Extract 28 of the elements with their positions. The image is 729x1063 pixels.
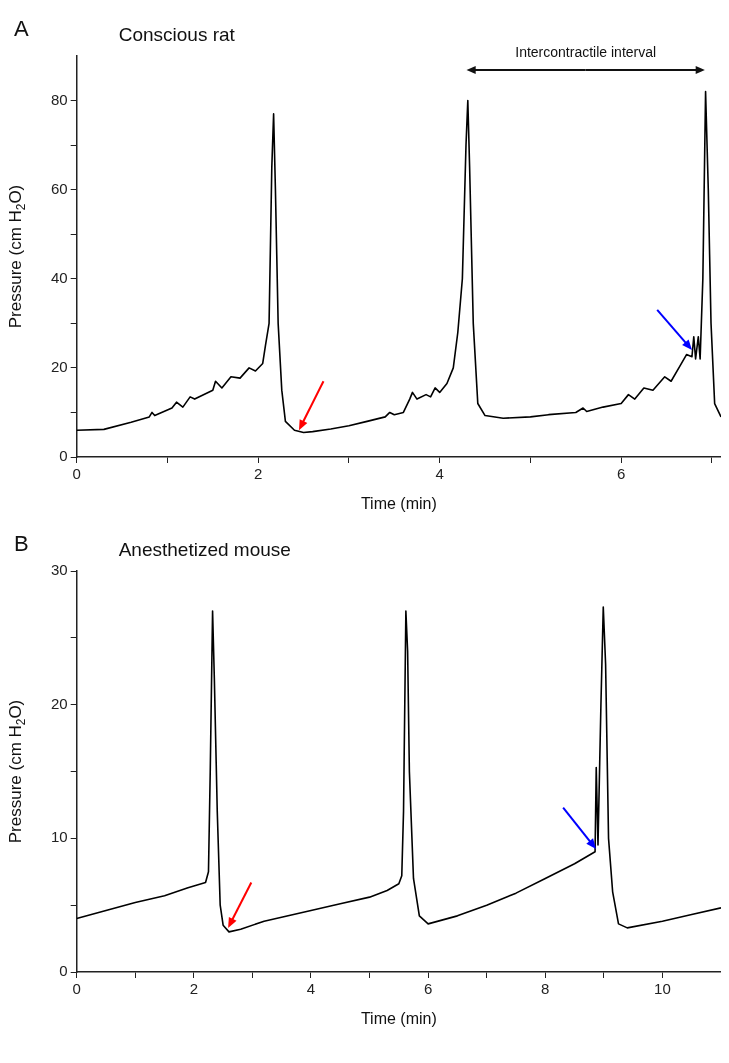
annotation: Intercontractile interval bbox=[515, 43, 657, 60]
x-axis-title: Time (min) bbox=[360, 1010, 437, 1028]
x-tick-label: 6 bbox=[617, 465, 626, 483]
x-tick-label: 2 bbox=[189, 980, 198, 998]
x-tick-label: 2 bbox=[254, 465, 263, 483]
x-tick-label: 0 bbox=[72, 465, 81, 483]
y-tick-label: 0 bbox=[59, 447, 68, 465]
y-tick-label: 20 bbox=[51, 358, 68, 376]
y-tick-label: 30 bbox=[51, 561, 68, 579]
x-tick-label: 4 bbox=[435, 465, 444, 483]
y-tick-label: 60 bbox=[51, 179, 68, 197]
x-tick-label: 10 bbox=[654, 980, 671, 998]
x-tick-label: 8 bbox=[541, 980, 550, 998]
x-axis-title: Time (min) bbox=[360, 495, 437, 513]
x-tick-label: 4 bbox=[306, 980, 316, 998]
x-tick-label: 6 bbox=[423, 980, 433, 998]
y-tick-label: 20 bbox=[51, 694, 68, 712]
y-tick-label: 10 bbox=[51, 828, 68, 846]
text: A bbox=[14, 16, 29, 42]
y-tick-label: 80 bbox=[51, 90, 68, 108]
chart-title: Conscious rat bbox=[118, 24, 236, 46]
chart-title: Anesthetized mouse bbox=[118, 539, 291, 561]
x-tick-label: 0 bbox=[72, 980, 81, 998]
y-axis-title: Pressure (cm H2O) bbox=[6, 184, 29, 329]
y-tick-label: 0 bbox=[59, 962, 68, 980]
y-tick-label: 40 bbox=[51, 268, 68, 286]
text: B bbox=[14, 531, 29, 557]
y-axis-title: Pressure (cm H2O) bbox=[6, 699, 29, 844]
